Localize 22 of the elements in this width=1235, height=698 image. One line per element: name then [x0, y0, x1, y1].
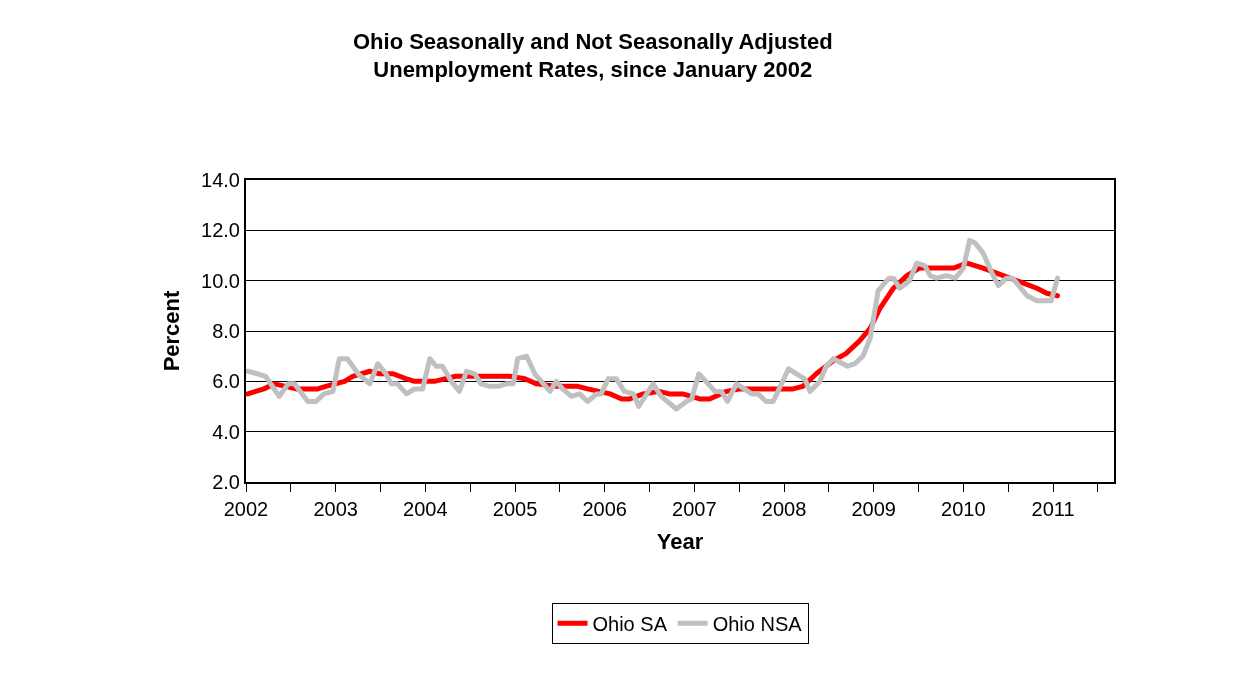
x-tick-label: 2011 — [1031, 498, 1075, 520]
x-tick-label: 2003 — [313, 498, 358, 520]
x-tick-label: 2010 — [941, 498, 986, 520]
x-tick-label: 2007 — [672, 498, 717, 520]
x-tick-label: 2005 — [492, 498, 538, 520]
y-tick-label: 4.0 — [212, 420, 240, 443]
x-axis-title: Year — [656, 529, 704, 555]
y-tick-label: 12.0 — [201, 219, 240, 242]
x-tick-label: 2004 — [403, 498, 448, 520]
y-axis-title: Percent — [159, 289, 185, 372]
x-tick-label: 2002 — [223, 498, 269, 520]
legend-label: Ohio SA — [592, 613, 668, 636]
y-tick-label: 2.0 — [212, 471, 240, 493]
chart-title: Ohio Seasonally and Not Seasonally Adjusted Unemployment Rates, since January 2002 — [352, 28, 833, 83]
y-tick-label: 6.0 — [212, 370, 240, 393]
x-tick-label: 2009 — [851, 498, 896, 520]
x-tick-label: 2008 — [761, 498, 807, 520]
y-tick-label: 10.0 — [201, 269, 240, 292]
legend-label: Ohio NSA — [712, 613, 803, 636]
x-tick-label: 2006 — [582, 498, 627, 520]
y-tick-label: 8.0 — [212, 320, 240, 342]
y-tick-label: 14.0 — [201, 169, 240, 191]
